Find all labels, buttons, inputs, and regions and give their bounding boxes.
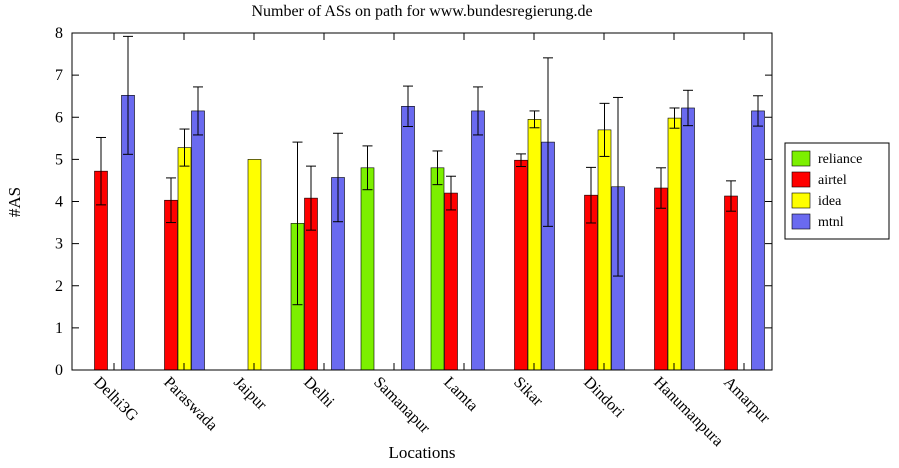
bar-idea	[527, 119, 542, 371]
bar-airtel	[654, 187, 668, 371]
bar-idea	[247, 159, 262, 371]
y-tick-label: 4	[55, 194, 63, 211]
legend-swatch-airtel	[791, 171, 811, 188]
bar-reliance	[430, 167, 445, 371]
bar-mtnl	[751, 110, 765, 371]
y-tick-label: 1	[55, 320, 63, 337]
y-tick-label: 5	[55, 151, 63, 168]
bar-mtnl	[191, 110, 205, 371]
bar-idea	[177, 147, 192, 371]
bar-airtel	[164, 199, 178, 371]
bar-airtel	[444, 192, 458, 371]
x-tick-label: Dindori	[580, 374, 628, 422]
bar-reliance	[360, 167, 375, 371]
bar-idea	[597, 129, 612, 371]
y-tick-label: 0	[55, 362, 63, 379]
bar-mtnl	[401, 105, 415, 371]
legend-swatch-idea	[791, 192, 811, 209]
y-tick-label: 6	[55, 109, 63, 126]
x-tick-label: Sikar	[510, 374, 546, 410]
y-tick-label: 7	[55, 67, 63, 84]
legend-label-reliance: reliance	[818, 152, 862, 167]
y-tick-label: 2	[55, 278, 63, 295]
y-tick-label: 3	[55, 236, 63, 253]
legend-label-idea: idea	[818, 194, 842, 209]
x-tick-label: Hanumanpura	[650, 374, 726, 450]
legend-label-mtnl: mtnl	[818, 215, 844, 230]
chart-title: Number of ASs on path for www.bundesregi…	[251, 3, 592, 20]
legend: reliance airtel idea mtnl	[784, 142, 890, 240]
x-tick-label: Samanapur	[370, 374, 433, 437]
x-tick-label: Paraswada	[160, 374, 220, 434]
legend-label-airtel: airtel	[818, 173, 847, 188]
x-tick-label: Lamta	[440, 374, 481, 415]
bar-idea	[667, 117, 682, 371]
legend-swatch-reliance	[791, 150, 811, 167]
y-tick-label: 8	[55, 25, 63, 42]
x-tick-label: Jaipur	[230, 374, 270, 414]
bar-airtel	[724, 195, 738, 371]
x-tick-label: Delhi3G	[90, 374, 141, 425]
x-tick-label: Amarpur	[720, 374, 773, 427]
legend-swatch-mtnl	[791, 213, 811, 230]
plot-frame	[71, 32, 773, 371]
bar-mtnl	[681, 107, 695, 371]
bars-layer	[94, 35, 765, 371]
bar-airtel	[514, 159, 528, 371]
y-axis-label: #AS	[5, 187, 24, 217]
x-axis-label: Locations	[388, 443, 455, 462]
bar-mtnl	[471, 110, 485, 371]
x-tick-label: Delhi	[300, 374, 338, 412]
